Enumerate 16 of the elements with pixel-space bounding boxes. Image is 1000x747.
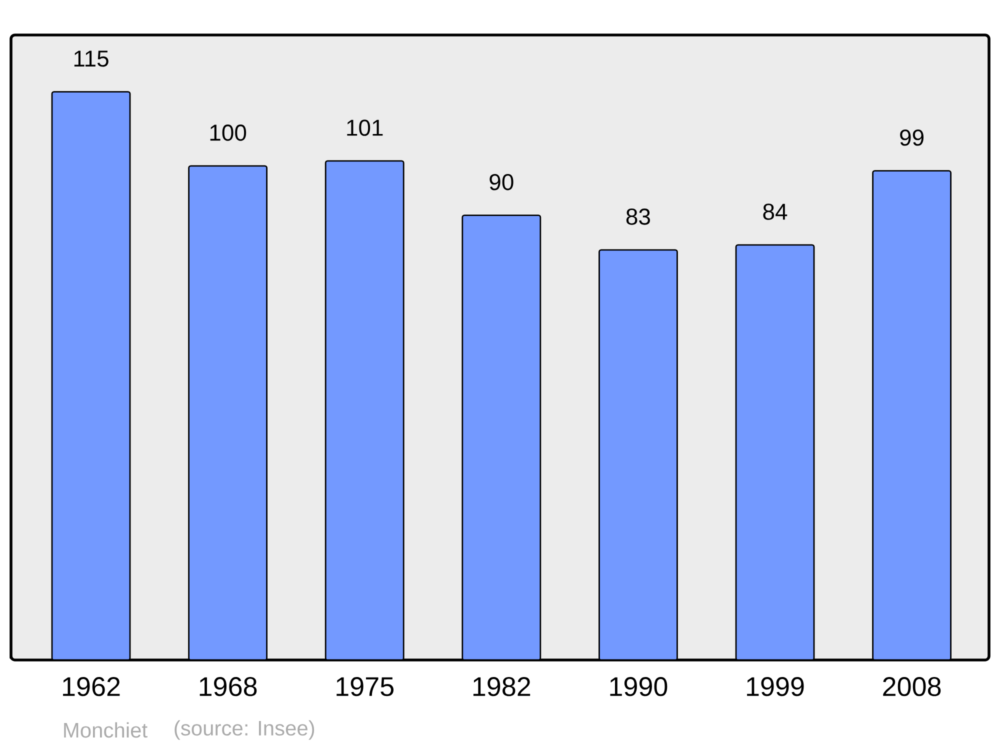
text: (source: Insee) bbox=[174, 720, 314, 740]
x-tick-label: 1968 bbox=[200, 677, 257, 696]
x-tick-label: 2008 bbox=[883, 677, 941, 696]
data-label: 83 bbox=[626, 208, 650, 225]
data-label: 84 bbox=[763, 204, 788, 220]
x-tick-label: 1999 bbox=[747, 677, 804, 696]
data-label: 90 bbox=[490, 174, 514, 190]
data-label: 100 bbox=[210, 124, 246, 141]
text: Monchiet bbox=[64, 722, 148, 738]
data-label: 115 bbox=[74, 50, 108, 67]
x-tick-label: 1990 bbox=[610, 677, 668, 696]
data-label: 99 bbox=[900, 130, 924, 146]
x-tick-label: 1975 bbox=[336, 677, 394, 696]
x-tick-label: 1962 bbox=[63, 677, 120, 696]
x-tick-label: 1982 bbox=[473, 677, 530, 696]
data-label: 101 bbox=[347, 120, 383, 136]
